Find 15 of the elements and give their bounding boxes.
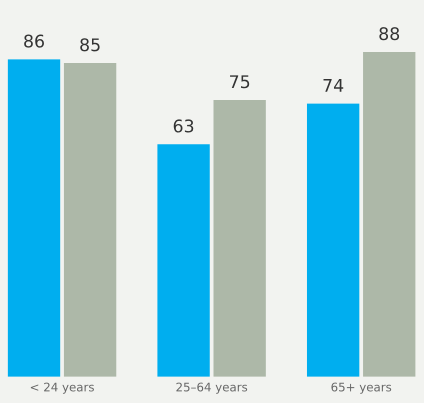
x-tick-label: 65+ years <box>331 382 392 394</box>
data-label: 63 <box>174 119 194 133</box>
bar <box>363 52 416 377</box>
data-label: 88 <box>379 27 400 40</box>
x-tick-label: < 24 years <box>30 382 94 394</box>
bar <box>306 104 360 377</box>
bar <box>8 59 60 377</box>
data-label: 85 <box>80 38 100 52</box>
data-label: 74 <box>324 79 344 92</box>
data-label: 75 <box>230 75 250 88</box>
data-label: 86 <box>24 34 44 48</box>
bar <box>64 63 116 377</box>
x-tick-label: 25–64 years <box>176 382 248 394</box>
bar <box>213 100 266 377</box>
bar <box>157 144 210 377</box>
